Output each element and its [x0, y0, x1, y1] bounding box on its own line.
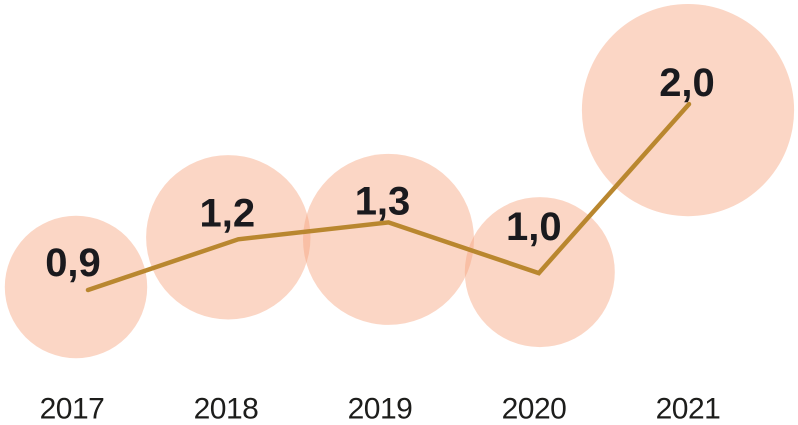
year-label-2017: 2017 — [40, 393, 105, 425]
year-labels-layer: 2017 2018 2019 2020 2021 — [40, 393, 721, 425]
year-label-2021: 2021 — [656, 393, 721, 425]
year-label-2018: 2018 — [194, 393, 259, 425]
trend-line — [85, 101, 692, 293]
value-labels-layer: 0,9 1,2 1,3 1,0 2,0 — [45, 61, 715, 285]
bubble-2019 — [303, 153, 474, 325]
value-label-2020: 1,0 — [506, 205, 562, 249]
year-label-2020: 2020 — [502, 393, 567, 425]
year-label-2019: 2019 — [348, 393, 413, 425]
bubble-2021 — [581, 4, 795, 217]
value-label-2017: 0,9 — [45, 241, 101, 285]
bubble-2018 — [146, 155, 311, 320]
bubble-2017 — [4, 215, 148, 359]
value-label-2018: 1,2 — [199, 191, 255, 235]
value-label-2021: 2,0 — [659, 61, 715, 105]
value-label-2019: 1,3 — [355, 179, 411, 223]
